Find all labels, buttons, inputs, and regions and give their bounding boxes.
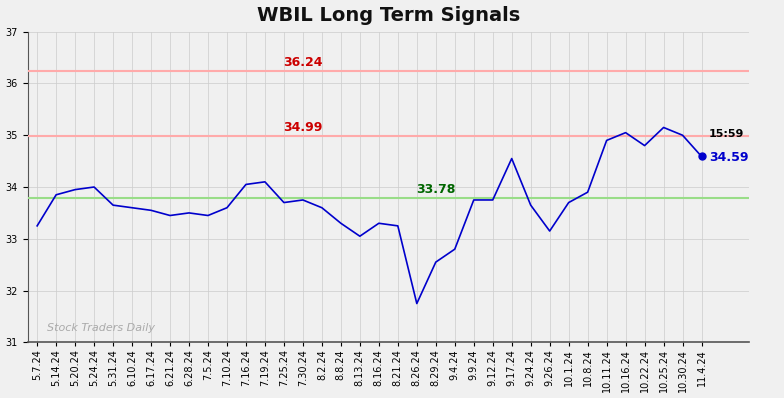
Text: 33.78: 33.78 — [416, 183, 456, 196]
Text: 15:59: 15:59 — [710, 129, 745, 139]
Title: WBIL Long Term Signals: WBIL Long Term Signals — [256, 6, 520, 25]
Text: Stock Traders Daily: Stock Traders Daily — [46, 323, 154, 333]
Text: 34.99: 34.99 — [283, 121, 322, 134]
Text: 34.59: 34.59 — [710, 150, 749, 164]
Text: 36.24: 36.24 — [283, 56, 323, 69]
